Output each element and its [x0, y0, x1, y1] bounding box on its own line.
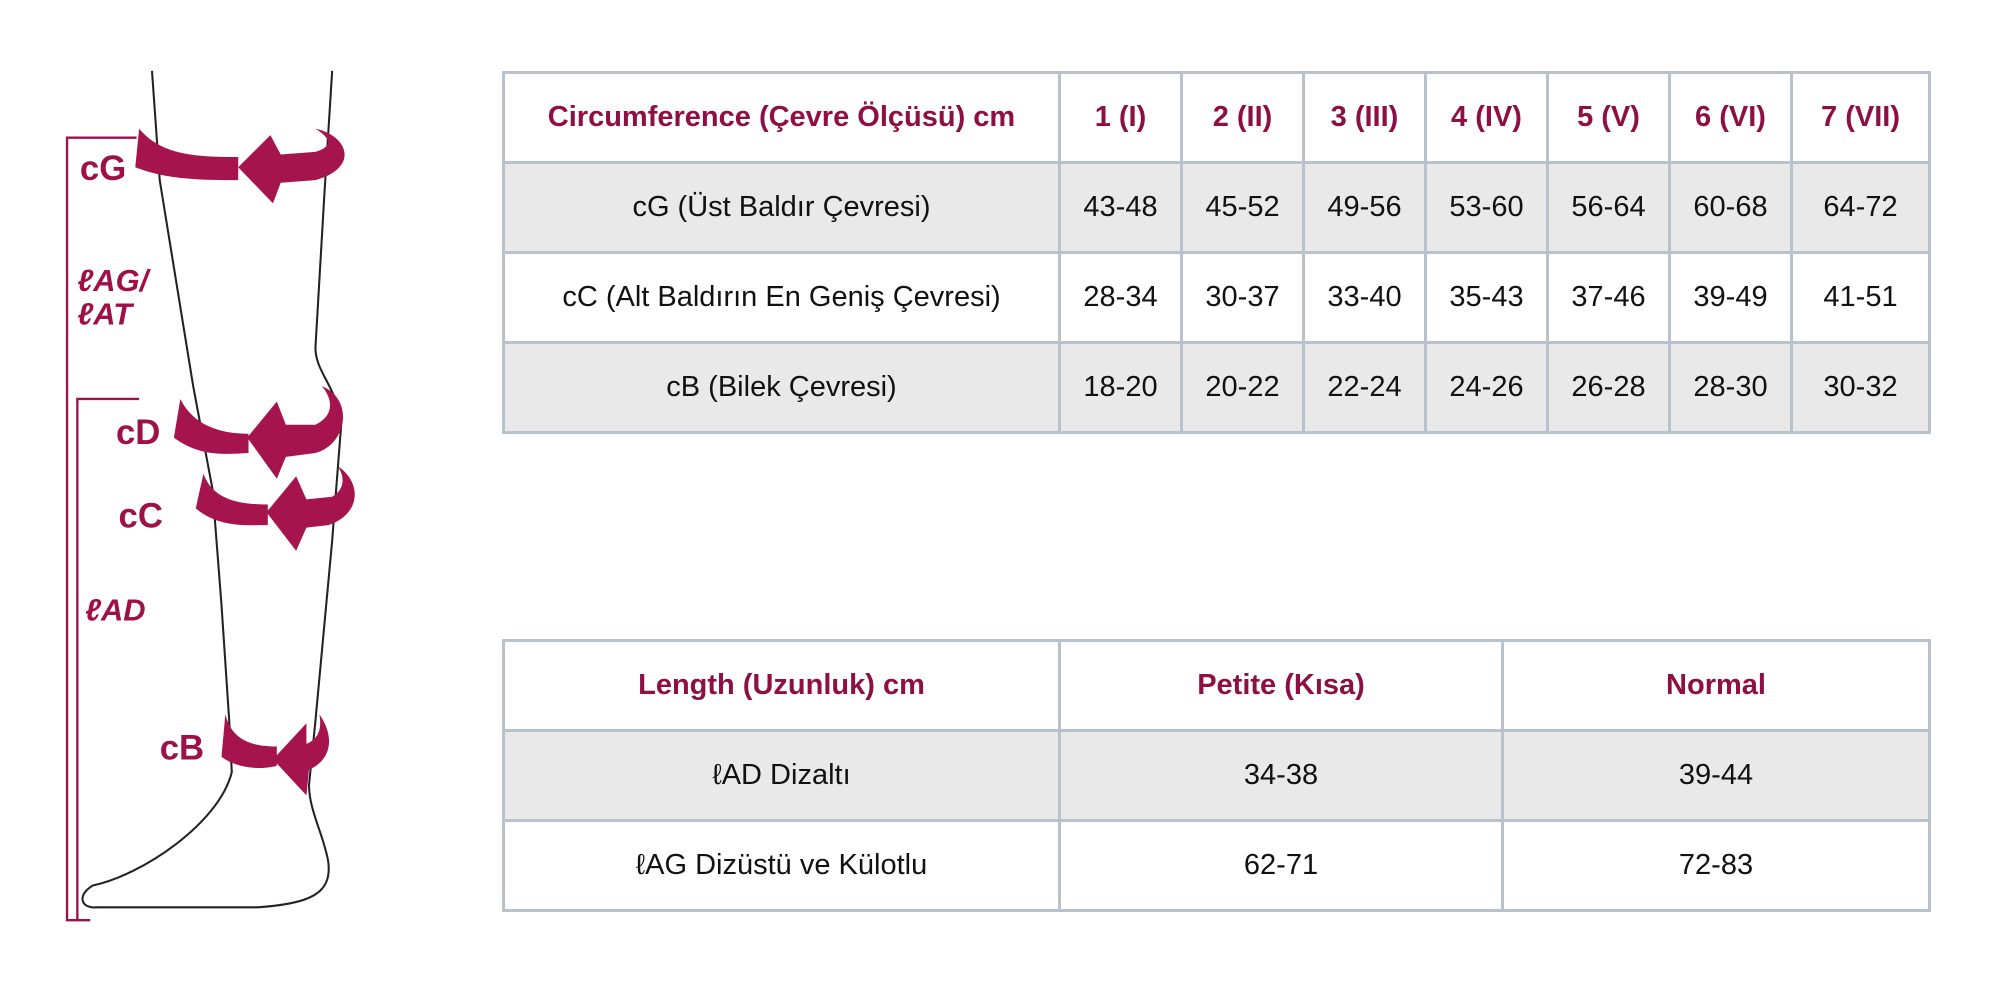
label-cC: cC	[119, 498, 163, 536]
label-cD: cD	[116, 414, 160, 452]
table-cell: 6 (VI)	[1668, 71, 1793, 164]
table-cell: 49-56	[1302, 161, 1427, 254]
table-row: ℓAD Dizaltı 34-38 39-44	[502, 729, 1931, 822]
table-cell: 72-83	[1501, 819, 1931, 912]
table-cell: 22-24	[1302, 341, 1427, 434]
table-cell: 26-28	[1546, 341, 1671, 434]
table-row: Circumference (Çevre Ölçüsü) cm 1 (I) 2 (I…	[502, 71, 1931, 164]
label-lAT: ℓAT	[77, 296, 135, 331]
table-cell: 5 (V)	[1546, 71, 1671, 164]
table-cell: cC (Alt Baldırın En Geniş Çevresi)	[502, 251, 1061, 344]
table-cell: 64-72	[1790, 161, 1931, 254]
table-row: cG (Üst Baldır Çevresi) 43-48 45-52 49-56 53…	[502, 161, 1931, 254]
table-row: cC (Alt Baldırın En Geniş Çevresi) 28-34 3…	[502, 251, 1931, 344]
table-cell: 62-71	[1058, 819, 1504, 912]
table-row: Length (Uzunluk) cm Petite (Kısa) Normal	[502, 639, 1931, 732]
table-row: ℓAG Dizüstü ve Külotlu 62-71 72-83	[502, 819, 1931, 912]
table-cell: 20-22	[1180, 341, 1305, 434]
table-cell: Circumference (Çevre Ölçüsü) cm	[502, 71, 1061, 164]
table-cell: 34-38	[1058, 729, 1504, 822]
table-row: cB (Bilek Çevresi) 18-20 20-22 22-24 24-26 26…	[502, 341, 1931, 434]
label-lAG: ℓAG/	[77, 263, 151, 298]
table-cell: 28-30	[1668, 341, 1793, 434]
table-cell: 2 (II)	[1180, 71, 1305, 164]
table-cell: 53-60	[1424, 161, 1549, 254]
label-lAD: ℓAD	[85, 592, 146, 627]
table-cell: 33-40	[1302, 251, 1427, 344]
table-cell: 30-37	[1180, 251, 1305, 344]
label-cB: cB	[160, 729, 204, 767]
table-cell: 39-49	[1668, 251, 1793, 344]
table-cell: 28-34	[1058, 251, 1183, 344]
table-cell: 60-68	[1668, 161, 1793, 254]
label-cG: cG	[80, 150, 126, 188]
table-cell: Normal	[1501, 639, 1931, 732]
table-cell: cG (Üst Baldır Çevresi)	[502, 161, 1061, 254]
table-cell: 4 (IV)	[1424, 71, 1549, 164]
table-cell: 1 (I)	[1058, 71, 1183, 164]
length-table: Length (Uzunluk) cm Petite (Kısa) Normal ℓA…	[502, 639, 1931, 912]
table-cell: 43-48	[1058, 161, 1183, 254]
table-cell: ℓAD Dizaltı	[502, 729, 1061, 822]
leg-diagram: cG ℓAG/ ℓAT cD cC ℓAD cB	[65, 70, 355, 922]
table-cell: 24-26	[1424, 341, 1549, 434]
table-cell: 3 (III)	[1302, 71, 1427, 164]
table-cell: ℓAG Dizüstü ve Külotlu	[502, 819, 1061, 912]
table-cell: 7 (VII)	[1790, 71, 1931, 164]
table-cell: Length (Uzunluk) cm	[502, 639, 1061, 732]
table-cell: 18-20	[1058, 341, 1183, 434]
table-cell: cB (Bilek Çevresi)	[502, 341, 1061, 434]
table-cell: Petite (Kısa)	[1058, 639, 1504, 732]
table-cell: 37-46	[1546, 251, 1671, 344]
table-cell: 45-52	[1180, 161, 1305, 254]
table-cell: 35-43	[1424, 251, 1549, 344]
table-cell: 30-32	[1790, 341, 1931, 434]
table-cell: 56-64	[1546, 161, 1671, 254]
table-cell: 39-44	[1501, 729, 1931, 822]
table-cell: 41-51	[1790, 251, 1931, 344]
circumference-table: Circumference (Çevre Ölçüsü) cm 1 (I) 2 (I…	[502, 71, 1931, 434]
